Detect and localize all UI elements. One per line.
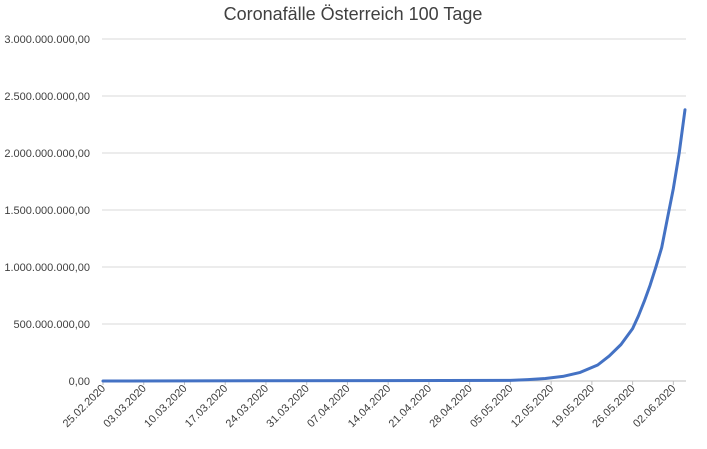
y-tick-label: 1.000.000.000,00 (4, 262, 90, 274)
x-tick-label: 10.03.2020 (142, 383, 189, 430)
y-tick-label: 1.500.000.000,00 (4, 205, 90, 217)
x-tick-label: 25.02.2020 (61, 383, 108, 430)
x-tick-label: 26.05.2020 (590, 383, 637, 430)
x-tick-label: 14.04.2020 (346, 383, 393, 430)
x-tick-label: 19.05.2020 (550, 383, 597, 430)
x-tick-label: 03.03.2020 (101, 383, 148, 430)
series-line (101, 108, 687, 383)
x-tick-label: 28.04.2020 (427, 383, 474, 430)
chart-title: Coronafälle Österreich 100 Tage (224, 4, 483, 24)
x-tick-label: 12.05.2020 (509, 383, 556, 430)
y-tick-label: 0,00 (69, 376, 90, 388)
x-tick-label: 17.03.2020 (183, 383, 230, 430)
y-axis-ticks: 0,00 500.000.000,00 1.000.000.000,00 1.500.… (4, 34, 90, 388)
x-tick-label: 02.06.2020 (631, 383, 678, 430)
y-tick-label: 2.500.000.000,00 (4, 91, 90, 103)
x-tick-label: 24.03.2020 (224, 383, 271, 430)
y-tick-label: 3.000.000.000,00 (4, 34, 90, 46)
x-tick-label: 21.04.2020 (387, 383, 434, 430)
x-tick-label: 05.05.2020 (468, 383, 515, 430)
y-tick-label: 500.000.000,00 (14, 319, 90, 331)
grid-layer (102, 38, 686, 325)
x-axis-ticks: 25.02.202003.03.202010.03.202017.03.2020… (61, 381, 678, 430)
y-tick-label: 2.000.000.000,00 (4, 148, 90, 160)
x-tick-label: 31.03.2020 (264, 383, 311, 430)
x-tick-label: 07.04.2020 (305, 383, 352, 430)
